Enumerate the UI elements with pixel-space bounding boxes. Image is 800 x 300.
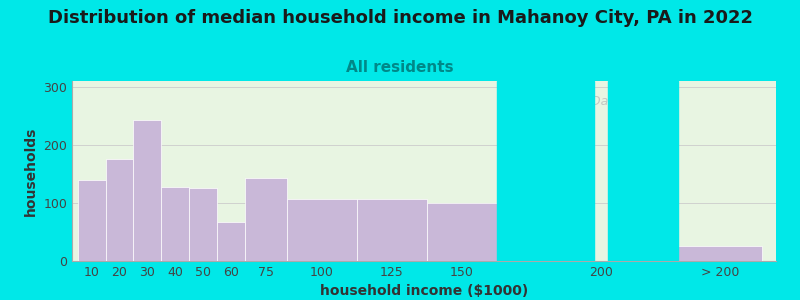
Bar	[357, 199, 426, 261]
Text: ⓘ City-Data.com: ⓘ City-Data.com	[550, 95, 651, 108]
Bar	[287, 199, 357, 261]
Bar	[218, 221, 246, 261]
Bar	[426, 203, 497, 261]
Bar	[246, 178, 287, 261]
Y-axis label: households: households	[24, 126, 38, 216]
X-axis label: household income ($1000): household income ($1000)	[320, 284, 528, 298]
Bar	[78, 180, 106, 261]
Bar	[497, 81, 594, 261]
Bar	[106, 159, 134, 261]
Bar	[608, 81, 678, 261]
Bar	[678, 247, 762, 261]
Text: Distribution of median household income in Mahanoy City, PA in 2022: Distribution of median household income …	[47, 9, 753, 27]
Bar	[134, 120, 162, 261]
Bar	[162, 187, 190, 261]
Text: All residents: All residents	[346, 60, 454, 75]
Bar	[190, 188, 218, 261]
